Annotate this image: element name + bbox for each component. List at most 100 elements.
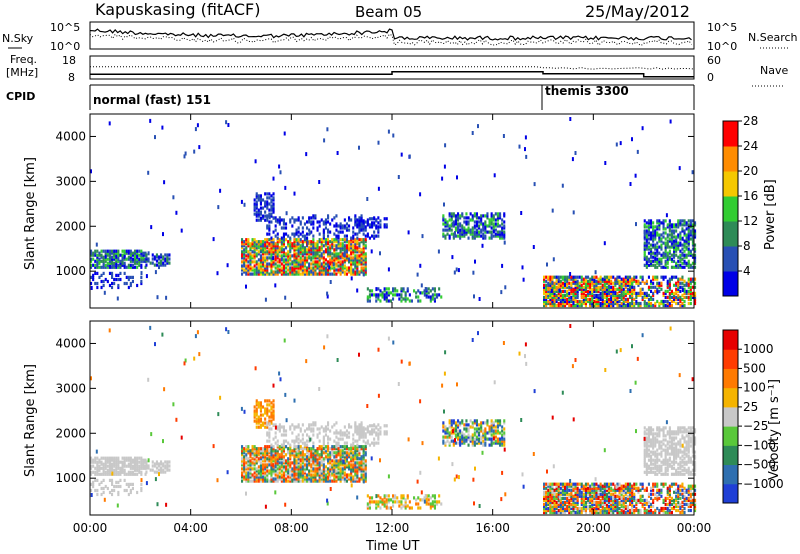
power-cell [308,256,311,260]
power-cell [484,224,487,228]
power-cell [96,253,99,257]
velocity-cell [100,460,103,464]
power-cell [362,270,365,274]
velocity-cell [375,506,378,510]
power-cell [268,242,271,246]
power-cell [668,255,671,259]
velocity-cell [448,443,451,447]
velocity-cell [243,449,246,453]
velocity-cell [496,431,499,435]
velocity-cell [454,429,457,433]
power-cell [459,224,462,228]
power-cell [119,261,122,265]
power-cell [587,291,590,295]
power-cell [675,301,678,306]
velocity-cell [354,471,357,475]
velocity-cell [461,433,464,437]
power-cell [127,285,130,290]
velocity-cell [337,437,340,441]
power-cell [461,226,464,230]
power-cell [673,293,676,297]
power-cell [662,255,665,259]
velocity-cell [454,441,457,445]
power-cell [610,293,613,297]
power-cell [123,255,126,259]
power-cell [518,144,521,149]
power-cell [471,234,474,238]
power-cell [149,118,152,123]
velocity-cell [394,500,397,504]
power-cell [681,281,684,285]
power-cell [683,243,686,247]
velocity-cell [160,468,163,472]
power-cell [421,234,424,239]
power-cell [559,285,562,289]
power-cell [255,242,258,246]
power-cell [251,244,254,248]
velocity-cell [499,431,502,435]
power-cell [257,264,260,268]
power-cell [219,188,222,193]
velocity-cell [482,443,485,447]
power-cell [123,281,126,286]
power-cell [297,234,300,238]
velocity-cell [331,473,334,477]
power-cell [605,287,608,291]
power-cell [134,249,137,253]
power-cell [637,293,640,297]
velocity-cell [425,500,428,504]
power-cell [274,246,277,250]
velocity-cell [452,421,455,425]
power-cell [608,289,611,293]
velocity-cell [352,457,355,461]
velocity-cell [266,403,269,407]
power-cell [297,266,300,270]
velocity-cell [280,433,283,437]
velocity-cell [331,465,334,469]
velocity-cell [289,451,292,455]
power-cell [572,297,575,301]
power-cell [138,253,141,257]
power-cell [679,299,682,304]
power-cell [675,241,678,245]
power-cell [429,289,432,293]
velocity-cell [289,475,292,479]
velocity-cell [356,432,359,436]
power-cell [444,220,447,224]
power-cell [255,212,258,216]
power-cell [689,297,692,301]
power-cell [362,258,365,262]
velocity-cell [106,468,109,472]
power-cell [572,301,575,306]
power-cell [352,244,355,248]
power-cell [331,266,334,270]
velocity-cell [289,463,292,467]
power-cell [650,233,653,237]
power-cell [96,271,99,275]
velocity-cell [335,451,338,455]
power-cell [457,222,460,226]
power-cell [255,218,258,222]
power-cell [335,238,338,242]
power-cell [266,258,269,262]
velocity-cell [270,457,273,461]
power-cell [652,239,655,243]
velocity-cell [115,464,118,468]
velocity-cell [270,451,273,455]
power-cell [456,175,458,180]
velocity-cell [404,504,407,508]
power-cell [616,287,619,291]
power-cell [683,241,686,245]
velocity-cell [241,467,244,471]
power-cell [677,277,680,281]
power-cell [193,149,196,154]
power-cell [568,293,571,297]
power-cell [631,299,634,304]
velocity-cell [255,459,258,463]
power-cell [385,299,388,303]
velocity-cell [339,437,342,441]
power-cell [333,268,336,272]
power-cell [584,275,587,279]
power-cell [574,275,577,279]
velocity-cell [268,457,271,461]
